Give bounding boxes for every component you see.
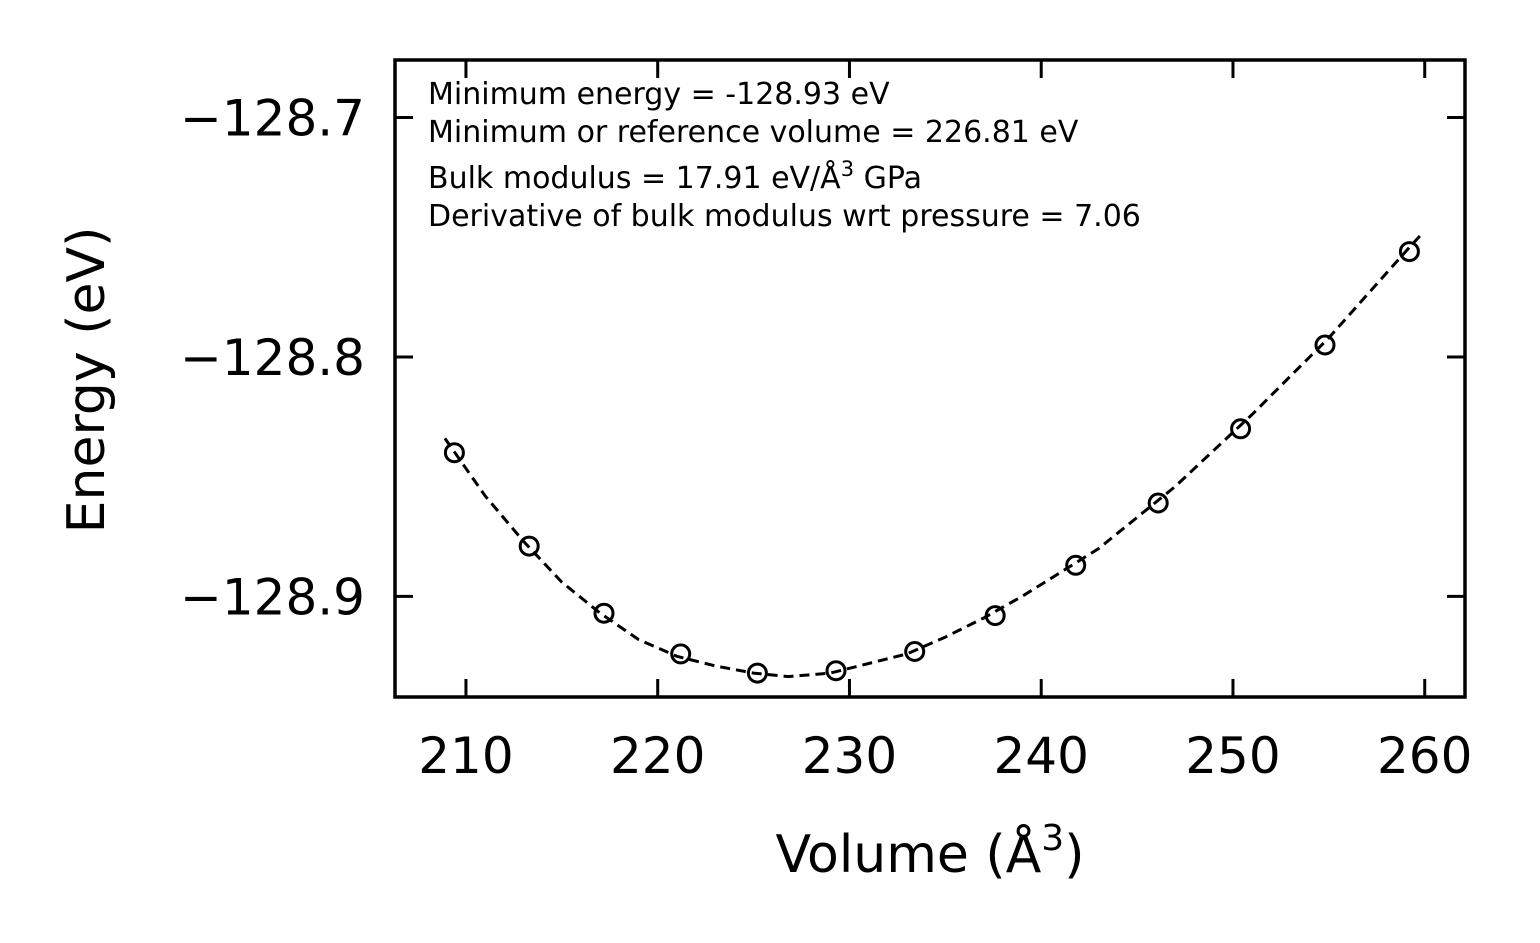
x-tick-label: 260 bbox=[1377, 727, 1472, 785]
x-axis-label-base: Volume (Å bbox=[776, 823, 1042, 885]
annotations: Minimum energy = -128.93 eV Minimum or r… bbox=[428, 77, 1141, 234]
x-tick-label: 250 bbox=[1185, 727, 1280, 785]
plot-frame bbox=[393, 58, 1467, 699]
y-axis-label: Energy (eV) bbox=[57, 227, 117, 534]
data-point bbox=[746, 662, 768, 684]
data-point bbox=[1398, 241, 1420, 263]
data-point bbox=[670, 643, 692, 665]
data-point bbox=[518, 535, 540, 557]
annotation-bulk-modulus-sup: 3 bbox=[841, 157, 854, 181]
data-point bbox=[1230, 418, 1252, 440]
data-point bbox=[825, 660, 847, 682]
fit-curve bbox=[443, 233, 1423, 679]
x-tick-label: 230 bbox=[802, 727, 897, 785]
data-point bbox=[904, 641, 926, 662]
x-axis-label: Volume (Å3) bbox=[776, 818, 1085, 885]
annotation-bulk-modulus-base: Bulk modulus = 17.91 eV/Å bbox=[428, 160, 841, 196]
data-point bbox=[1314, 334, 1336, 356]
x-axis-label-sup: 3 bbox=[1041, 818, 1064, 859]
y-tick-label: −128.9 bbox=[180, 568, 365, 626]
data-point bbox=[1147, 492, 1169, 514]
x-tick-label: 210 bbox=[418, 727, 513, 785]
annotation-bulk-derivative: Derivative of bulk modulus wrt pressure … bbox=[428, 199, 1141, 234]
x-axis-label-end: ) bbox=[1064, 825, 1084, 885]
y-tick-label: −128.7 bbox=[180, 89, 365, 147]
annotation-min-energy: Minimum energy = -128.93 eV bbox=[428, 77, 890, 112]
x-tick-label: 220 bbox=[610, 727, 705, 785]
data-point bbox=[1065, 554, 1087, 576]
plot-area: 210 220 230 240 250 260 −128.7 −128.8 −128.9 bbox=[180, 58, 1472, 785]
data-point bbox=[984, 605, 1006, 627]
y-tick-label: −128.8 bbox=[180, 329, 365, 387]
data-point bbox=[593, 602, 615, 624]
annotation-bulk-modulus: Bulk modulus = 17.91 eV/Å3 GPa bbox=[428, 157, 922, 196]
data-point bbox=[443, 442, 465, 464]
annotation-min-volume: Minimum or reference volume = 226.81 eV bbox=[428, 115, 1079, 150]
x-tick-label: 240 bbox=[993, 727, 1088, 785]
annotation-bulk-modulus-end: GPa bbox=[854, 161, 922, 196]
